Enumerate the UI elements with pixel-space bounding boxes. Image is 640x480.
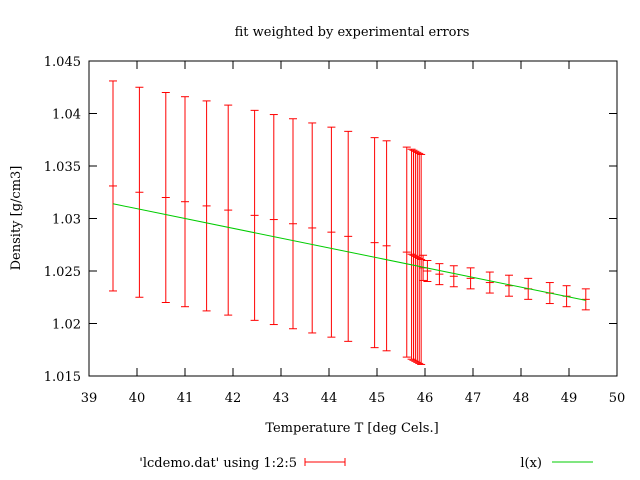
x-tick-label: 49: [561, 391, 578, 406]
legend-label-fit: l(x): [520, 456, 542, 471]
x-tick-label: 45: [369, 391, 386, 406]
x-tick-label: 44: [321, 391, 338, 406]
legend-label-errorbars: 'lcdemo.dat' using 1:2:5: [139, 456, 297, 471]
error-bar: [308, 122, 317, 334]
error-bar: [449, 265, 458, 288]
x-tick-label: 39: [81, 391, 98, 406]
x-tick-label: 40: [129, 391, 146, 406]
fit-line: [112, 203, 586, 301]
error-bar: [181, 96, 189, 308]
error-bar: [417, 153, 426, 365]
error-bar: [485, 271, 494, 294]
y-tick-label: 1.025: [44, 265, 81, 280]
x-tick-labels: 39 40 41 42 43 44 45 46 47 48 49 50: [81, 391, 626, 406]
error-bar: [370, 137, 379, 349]
error-bar: [423, 260, 432, 282]
y-tick-label: 1.03: [52, 213, 81, 228]
fit-line-series: [112, 203, 586, 301]
legend: 'lcdemo.dat' using 1:2:5 l(x): [139, 456, 593, 471]
error-bar: [109, 80, 117, 292]
error-bar: [409, 149, 418, 361]
error-bar: [466, 267, 475, 290]
error-bar: [289, 118, 297, 330]
x-tick-label: 41: [177, 391, 194, 406]
error-bar: [415, 152, 424, 364]
error-bar: [161, 92, 170, 303]
x-tick-label: 43: [273, 391, 290, 406]
y-tick-label: 1.04: [52, 108, 81, 123]
error-bar: [327, 126, 336, 338]
y-tick-label: 1.015: [44, 370, 81, 385]
error-bar: [344, 130, 353, 342]
x-tick-label: 46: [417, 391, 434, 406]
y-tick-label: 1.02: [52, 318, 81, 333]
error-bar: [135, 86, 144, 298]
error-bar: [269, 114, 278, 326]
error-bar: [250, 109, 259, 321]
error-bar: [202, 100, 211, 312]
error-bar: [435, 263, 444, 286]
x-tick-label: 47: [465, 391, 482, 406]
legend-key-errorbars: [304, 458, 346, 466]
error-bar: [413, 151, 422, 363]
y-tick-labels: 1.015 1.02 1.025 1.03 1.035 1.04 1.045: [44, 55, 81, 385]
error-bar: [402, 146, 411, 358]
error-bar: [224, 104, 233, 316]
x-axis-label: Temperature T [deg Cels.]: [265, 421, 438, 436]
error-bar: [407, 148, 416, 360]
error-bar: [411, 150, 420, 362]
x-tick-label: 42: [225, 391, 242, 406]
x-tick-label: 48: [513, 391, 530, 406]
y-tick-label: 1.045: [44, 55, 81, 70]
x-tick-label: 50: [609, 391, 626, 406]
plot-frame: [88, 60, 618, 377]
error-bar-series: [109, 80, 590, 365]
error-bar: [505, 274, 513, 297]
chart-title: fit weighted by experimental errors: [235, 25, 470, 40]
y-tick-label: 1.035: [44, 160, 81, 175]
y-axis-label: Density [g/cm3]: [9, 166, 24, 271]
error-bar: [382, 140, 391, 352]
